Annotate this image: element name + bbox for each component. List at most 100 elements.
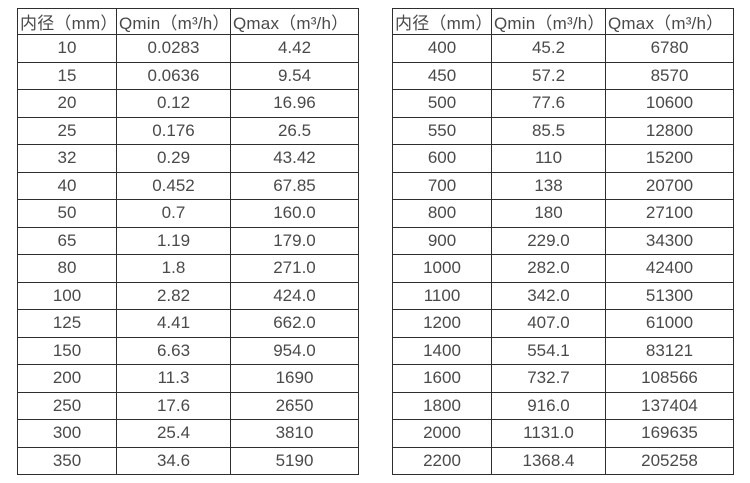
table-cell: 100: [17, 281, 117, 310]
table-cell: 108566: [605, 364, 734, 393]
table-cell: 34.6: [116, 446, 231, 475]
table-cell: 20700: [605, 171, 734, 200]
table-cell: 1200: [392, 309, 492, 338]
table-row: 200 11.3 1690: [17, 364, 359, 393]
table-cell: 26.5: [230, 116, 359, 145]
table-cell: 200: [17, 364, 117, 393]
table-cell: 110: [491, 144, 606, 173]
table-cell: 500: [392, 89, 492, 118]
table-cell: 20: [17, 89, 117, 118]
table-row: 550 85.5 12800: [392, 116, 734, 145]
table-cell: 137404: [605, 391, 734, 420]
table-row: 450 57.2 8570: [392, 61, 734, 90]
table-cell: 4.42: [230, 34, 359, 63]
table-cell: 27100: [605, 199, 734, 228]
table-cell: 400: [392, 34, 492, 63]
table-cell: 50: [17, 199, 117, 228]
flow-table-left: 内径（mm） Qmin（m³/h） Qmax（m³/h） 10 0.0283 4.4…: [17, 8, 359, 475]
table-cell: 1000: [392, 254, 492, 283]
table-cell: 5190: [230, 446, 359, 475]
table-cell: 450: [392, 61, 492, 90]
table-cell: 600: [392, 144, 492, 173]
table-row: 65 1.19 179.0: [17, 226, 359, 255]
table-cell: 0.0636: [116, 61, 231, 90]
table-row: 125 4.41 662.0: [17, 309, 359, 338]
table-cell: 407.0: [491, 309, 606, 338]
table-row: 350 34.6 5190: [17, 446, 359, 475]
table-cell: 954.0: [230, 336, 359, 365]
table-body: 10 0.0283 4.42 15 0.0636 9.54 20 0.12 16.96 25 0.1…: [17, 34, 359, 475]
table-cell: 9.54: [230, 61, 359, 90]
column-header-qmin: Qmin（m³/h）: [116, 8, 231, 35]
table-cell: 80: [17, 254, 117, 283]
table-cell: 2.82: [116, 281, 231, 310]
table-cell: 1400: [392, 336, 492, 365]
table-cell: 11.3: [116, 364, 231, 393]
table-cell: 342.0: [491, 281, 606, 310]
table-row: 15 0.0636 9.54: [17, 61, 359, 90]
table-cell: 662.0: [230, 309, 359, 338]
table-cell: 160.0: [230, 199, 359, 228]
table-row: 150 6.63 954.0: [17, 336, 359, 365]
table-cell: 16.96: [230, 89, 359, 118]
table-cell: 32: [17, 144, 117, 173]
table-cell: 1368.4: [491, 446, 606, 475]
table-cell: 271.0: [230, 254, 359, 283]
table-cell: 424.0: [230, 281, 359, 310]
table-cell: 3810: [230, 419, 359, 448]
table-row: 80 1.8 271.0: [17, 254, 359, 283]
table-row: 250 17.6 2650: [17, 391, 359, 420]
table-cell: 51300: [605, 281, 734, 310]
table-row: 800 180 27100: [392, 199, 734, 228]
table-cell: 85.5: [491, 116, 606, 145]
table-header-row: 内径（mm） Qmin（m³/h） Qmax（m³/h）: [17, 8, 359, 35]
table-cell: 554.1: [491, 336, 606, 365]
table-cell: 0.452: [116, 171, 231, 200]
table-row: 400 45.2 6780: [392, 34, 734, 63]
table-cell: 125: [17, 309, 117, 338]
table-body: 400 45.2 6780 450 57.2 8570 500 77.6 10600 550 85.…: [392, 34, 734, 475]
table-cell: 12800: [605, 116, 734, 145]
table-cell: 6.63: [116, 336, 231, 365]
column-header-diameter: 内径（mm）: [17, 8, 117, 35]
table-cell: 57.2: [491, 61, 606, 90]
table-cell: 169635: [605, 419, 734, 448]
table-cell: 282.0: [491, 254, 606, 283]
table-cell: 800: [392, 199, 492, 228]
table-row: 25 0.176 26.5: [17, 116, 359, 145]
table-row: 10 0.0283 4.42: [17, 34, 359, 63]
table-cell: 0.7: [116, 199, 231, 228]
table-row: 1800 916.0 137404: [392, 391, 734, 420]
table-cell: 0.176: [116, 116, 231, 145]
table-cell: 25.4: [116, 419, 231, 448]
table-cell: 15200: [605, 144, 734, 173]
table-row: 300 25.4 3810: [17, 419, 359, 448]
table-row: 1100 342.0 51300: [392, 281, 734, 310]
table-row: 600 110 15200: [392, 144, 734, 173]
table-cell: 43.42: [230, 144, 359, 173]
table-cell: 300: [17, 419, 117, 448]
table-row: 100 2.82 424.0: [17, 281, 359, 310]
table-row: 1600 732.7 108566: [392, 364, 734, 393]
table-cell: 732.7: [491, 364, 606, 393]
table-cell: 65: [17, 226, 117, 255]
table-row: 900 229.0 34300: [392, 226, 734, 255]
table-cell: 250: [17, 391, 117, 420]
table-cell: 2650: [230, 391, 359, 420]
table-cell: 1800: [392, 391, 492, 420]
table-cell: 1100: [392, 281, 492, 310]
table-cell: 2000: [392, 419, 492, 448]
table-cell: 61000: [605, 309, 734, 338]
table-cell: 2200: [392, 446, 492, 475]
table-cell: 10600: [605, 89, 734, 118]
table-cell: 550: [392, 116, 492, 145]
column-header-diameter: 内径（mm）: [392, 8, 492, 35]
table-cell: 205258: [605, 446, 734, 475]
table-cell: 700: [392, 171, 492, 200]
table-cell: 0.29: [116, 144, 231, 173]
table-cell: 138: [491, 171, 606, 200]
table-row: 700 138 20700: [392, 171, 734, 200]
table-cell: 1.8: [116, 254, 231, 283]
table-row: 20 0.12 16.96: [17, 89, 359, 118]
